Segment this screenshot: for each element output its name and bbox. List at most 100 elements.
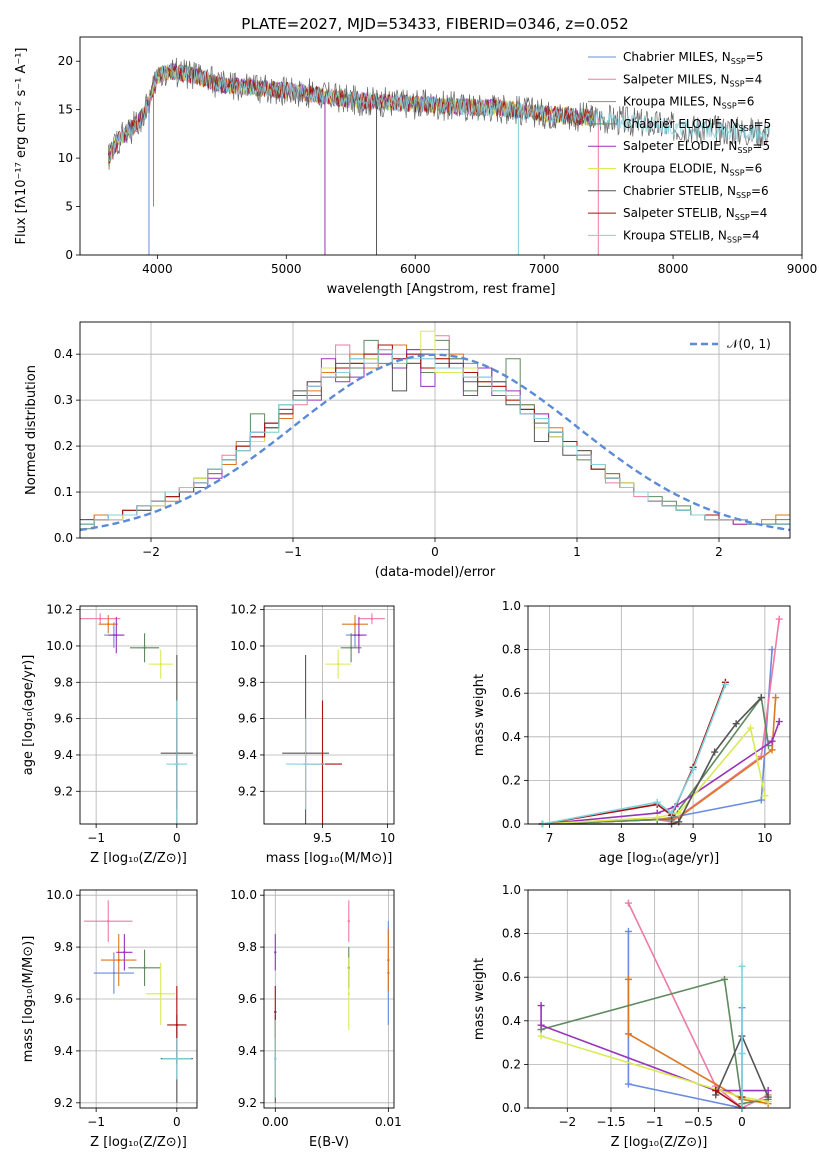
x-tick-label: 0.01 <box>375 1115 402 1129</box>
x-tick-label: 7 <box>546 831 554 845</box>
y-tick-label: 1.0 <box>502 883 521 897</box>
y-tick-label: 10.2 <box>230 603 257 617</box>
x-tick-label: 0 <box>173 1115 181 1129</box>
legend-label: Kroupa ELODIE, NSSP=6 <box>623 162 762 178</box>
y-tick-label: 9.8 <box>54 940 73 954</box>
legend-label: Salpeter MILES, NSSP=4 <box>623 72 762 88</box>
series-marker <box>764 1093 772 1101</box>
spectrum-ylabel: Flux [fλ10⁻¹⁷ erg cm⁻² s⁻¹ A⁻¹] <box>14 48 29 245</box>
x-tick-label: 0 <box>173 831 181 845</box>
age-vs-z-points <box>80 613 193 824</box>
y-tick-label: 9.2 <box>238 784 257 798</box>
series-marker <box>689 766 697 773</box>
y-tick-label: 10 <box>58 151 73 165</box>
series-marker <box>747 724 755 732</box>
age-vs-z-ylabel: age [log₁₀(age/yr)] <box>21 655 36 776</box>
residuals-ylabel: Normed distribution <box>24 365 39 495</box>
x-tick-label: 9000 <box>787 262 818 276</box>
mass-weight-vs-age-ylabel: mass weight <box>472 674 487 756</box>
y-tick-label: 0.6 <box>502 686 521 700</box>
y-tick-label: 9.8 <box>238 675 257 689</box>
y-tick-label: 9.4 <box>54 748 73 762</box>
mass-weight-vs-z-xlabel: Z [log₁₀(Z/Z⊙)] <box>611 1135 708 1150</box>
series-marker <box>772 694 780 702</box>
data-point <box>353 622 357 626</box>
x-tick-label: 9 <box>689 831 697 845</box>
data-point <box>123 951 126 954</box>
mass-vs-ebv-points <box>274 900 390 1103</box>
series-marker <box>738 962 746 970</box>
y-tick-label: 0 <box>65 248 73 262</box>
y-tick-label: 0.0 <box>502 817 521 831</box>
data-point <box>349 646 353 649</box>
data-point <box>370 617 374 620</box>
spectrum-axes: 4000 5000 6000 7000 8000 9000 0 5 10 15 20 <box>58 54 818 276</box>
x-tick-label: −1 <box>646 1115 664 1129</box>
data-point <box>115 633 118 637</box>
residuals-xlabel: (data-model)/error <box>375 565 496 580</box>
x-tick-label: 8000 <box>658 262 689 276</box>
y-tick-label: 10.0 <box>46 888 73 902</box>
x-tick-label: −0.5 <box>684 1115 713 1129</box>
y-tick-label: 0.2 <box>502 1057 521 1071</box>
y-tick-label: 0.2 <box>54 439 73 453</box>
x-tick-label: −2 <box>142 545 160 559</box>
mass-weight-vs-age-xlabel: age [log₁₀(age/yr)] <box>599 851 720 866</box>
data-point <box>107 919 110 923</box>
x-tick-label: 0.00 <box>262 1115 289 1129</box>
series-marker <box>711 748 719 756</box>
series-marker <box>537 1021 545 1029</box>
y-tick-label: 9.2 <box>54 784 73 798</box>
y-tick-label: 9.8 <box>54 675 73 689</box>
data-point <box>347 919 350 923</box>
histogram-series <box>80 330 790 532</box>
mass-weight-vs-z-ylabel: mass weight <box>472 958 487 1040</box>
y-tick-label: 9.4 <box>238 1044 257 1058</box>
mass-weight-vs-z-axes: −2 −1.5 −1 −0.5 0 0.0 0.2 0.4 0.6 0.8 1.0 <box>502 883 790 1129</box>
y-tick-label: 5 <box>65 200 73 214</box>
y-tick-label: 0.4 <box>502 730 521 744</box>
series-marker <box>624 1030 632 1038</box>
spectrum-line <box>108 63 771 163</box>
x-tick-label: 1 <box>573 545 581 559</box>
mass-weight-vs-age-series <box>538 615 783 828</box>
data-point <box>159 992 162 996</box>
data-point <box>357 633 361 637</box>
series-marker <box>757 796 765 804</box>
x-tick-label: 8 <box>617 831 625 845</box>
legend-label: Kroupa MILES, NSSP=6 <box>623 95 754 111</box>
series-marker <box>668 809 676 817</box>
y-tick-label: 9.2 <box>238 1096 257 1110</box>
data-point <box>175 762 179 766</box>
y-tick-label: 0.2 <box>502 773 521 787</box>
mass-weight-vs-z-series <box>537 899 772 1112</box>
histogram-step <box>80 349 790 525</box>
series-marker <box>721 975 728 983</box>
data-point <box>117 958 120 962</box>
series-marker <box>732 720 740 728</box>
data-point <box>143 646 146 649</box>
y-tick-label: 10.0 <box>46 639 73 653</box>
age-vs-z-frame <box>79 605 198 825</box>
series-marker <box>675 809 683 817</box>
series-marker <box>761 792 769 800</box>
x-tick-label: 7000 <box>529 262 560 276</box>
age-vs-mass-axes: 9.5 10 9.2 9.4 9.6 9.8 10.0 10.2 <box>230 603 395 845</box>
y-tick-label: 10.2 <box>46 603 73 617</box>
x-tick-label: 4000 <box>142 262 173 276</box>
figure-title: PLATE=2027, MJD=53433, FIBERID=0346, z=0… <box>241 15 628 33</box>
data-point <box>336 662 340 666</box>
series-marker <box>653 813 661 821</box>
residuals-axes: −2 −1 0 1 2 0.0 0.1 0.2 0.3 0.4 <box>54 322 790 559</box>
mass-vs-ebv-xlabel: E(B-V) <box>309 1135 349 1150</box>
legend-label: Salpeter STELIB, NSSP=4 <box>623 206 767 222</box>
spectrum-legend: Chabrier MILES, NSSP=5 Salpeter MILES, NS… <box>588 50 771 244</box>
data-point <box>304 762 307 766</box>
x-tick-label: 2 <box>715 545 723 559</box>
y-tick-label: 0.0 <box>502 1101 521 1115</box>
x-tick-label: 0 <box>738 1115 746 1129</box>
legend-label: Chabrier ELODIE, NSSP=5 <box>623 117 771 133</box>
series-line <box>542 726 766 825</box>
y-tick-label: 0.0 <box>54 531 73 545</box>
data-point <box>387 958 390 962</box>
